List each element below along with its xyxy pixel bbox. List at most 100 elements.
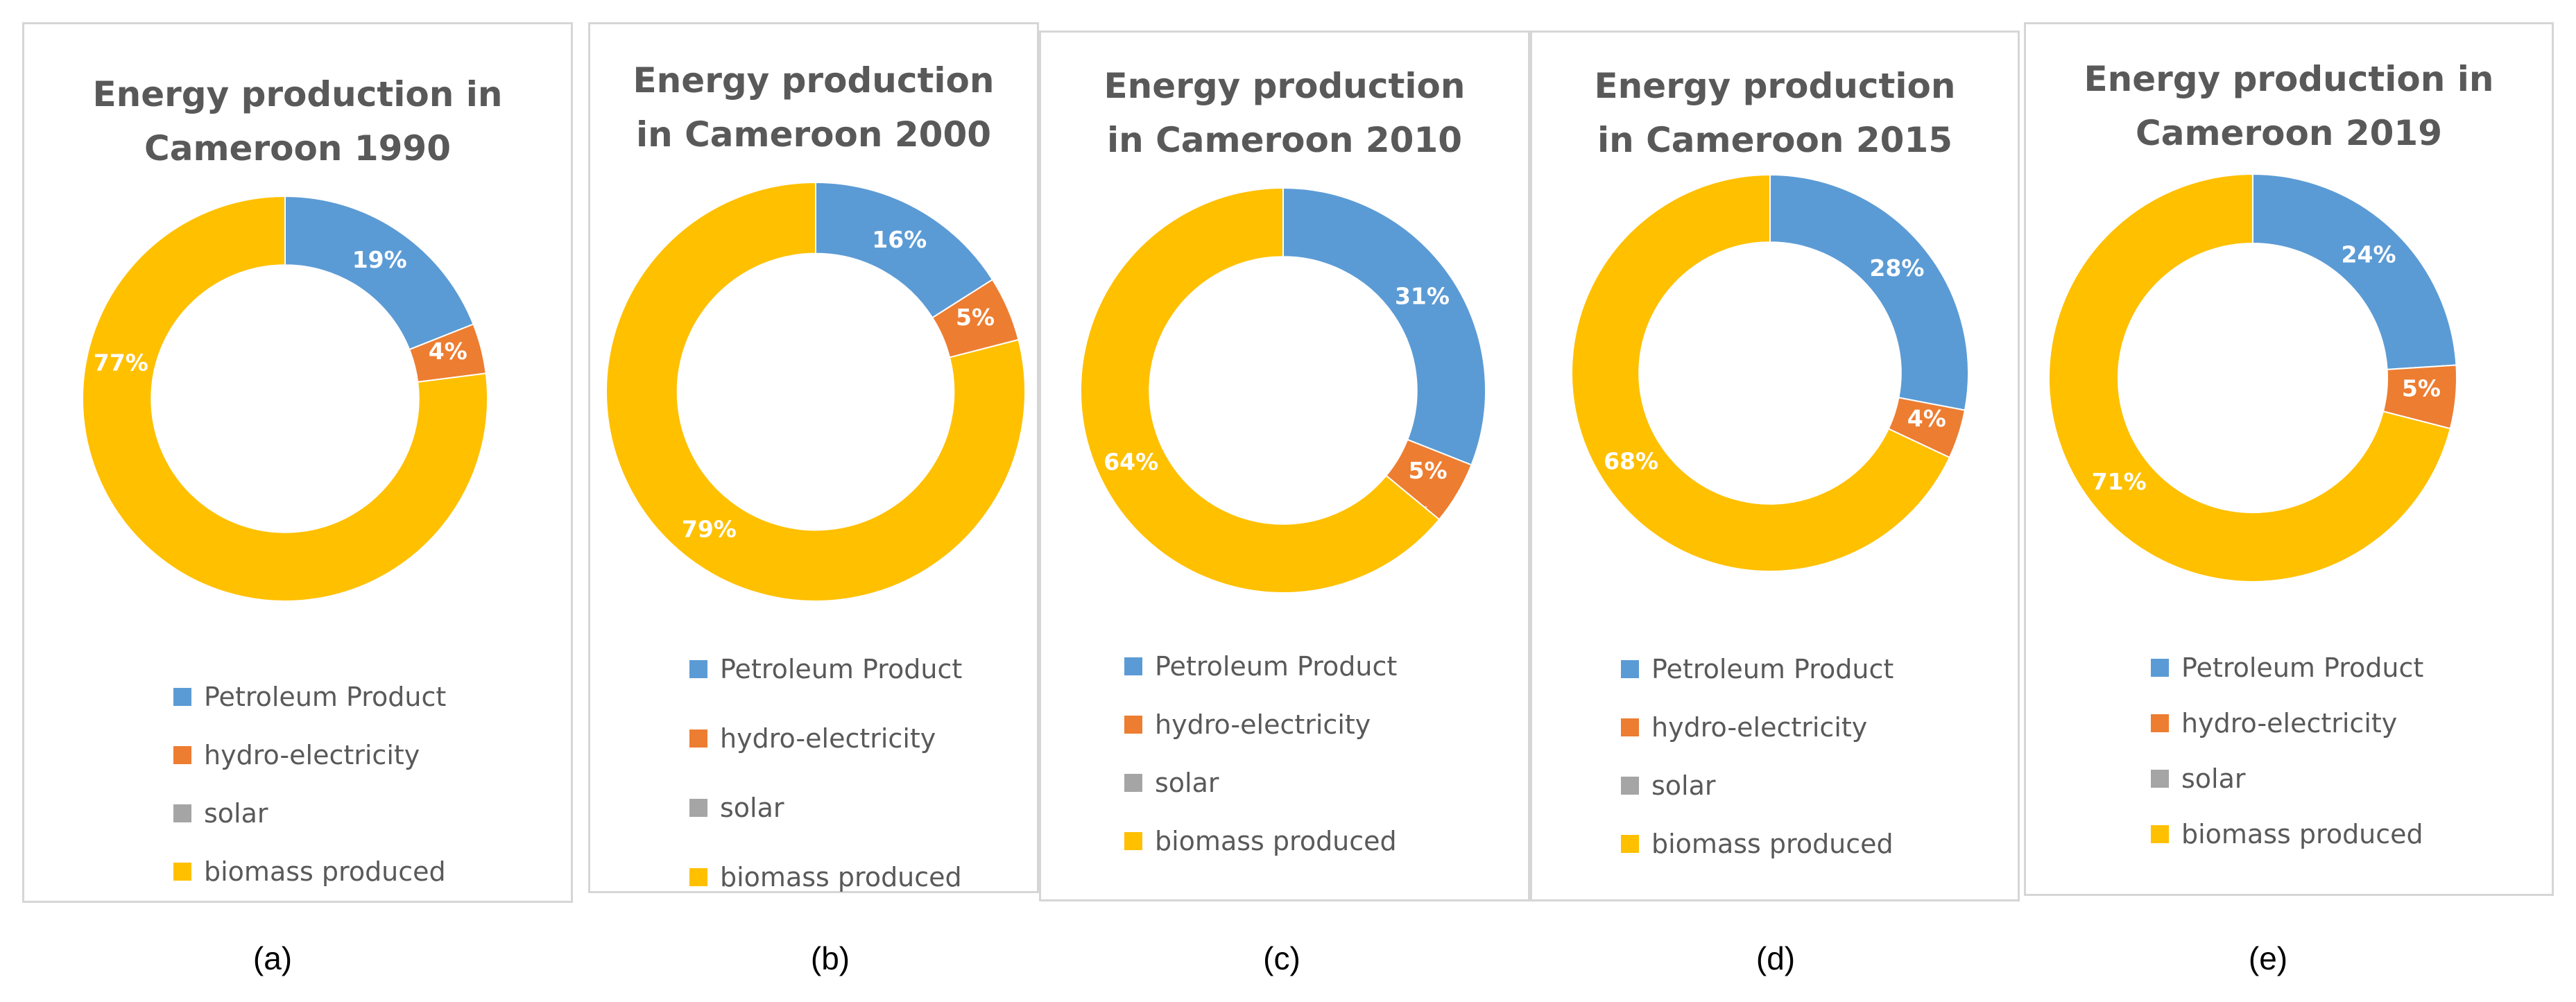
legend-swatch-solar (1621, 777, 1639, 795)
legend-swatch-petroleum (689, 660, 707, 678)
chart-title: Energy production in Cameroon 2010 (1041, 59, 1528, 167)
slice-biomass (2048, 173, 2451, 582)
legend-label: biomass produced (204, 856, 446, 887)
slice-petroleum (2252, 173, 2457, 370)
donut-chart: 28%4%0%68% (1570, 173, 1969, 572)
legend-item-petroleum: Petroleum Product (689, 634, 962, 704)
legend-swatch-biomass (1124, 832, 1142, 850)
label-biomass: 71% (2092, 468, 2147, 495)
legend-swatch-petroleum (2151, 659, 2169, 677)
donut-chart: 24%5%0%71% (2048, 173, 2457, 582)
chart-title-line2: Cameroon 1990 (144, 128, 451, 169)
slice-biomass (606, 181, 1026, 602)
chart-legend: Petroleum Product hydro-electricity sola… (1621, 640, 1894, 873)
legend-item-hydro: hydro-electricity (1124, 696, 1397, 754)
legend-swatch-hydro (689, 729, 707, 748)
legend-label: hydro-electricity (2181, 708, 2398, 738)
label-hydro: 5% (1409, 457, 1448, 484)
caption-e: (e) (2248, 940, 2288, 976)
chart-title: Energy production in Cameroon 2019 (2026, 52, 2552, 160)
legend-swatch-biomass (1621, 835, 1639, 853)
legend-label: solar (2181, 763, 2246, 794)
chart-title-line1: Energy production (1594, 66, 1956, 106)
chart-title-line2: in Cameroon 2000 (635, 114, 992, 155)
legend-item-hydro: hydro-electricity (1621, 698, 1894, 757)
legend-label: solar (204, 798, 268, 829)
chart-panel-e: Energy production in Cameroon 2019 24% 5%… (2024, 22, 2554, 896)
chart-panel-b: Energy production in Cameroon 2000 16% 5%… (588, 22, 1039, 893)
slice-petroleum (1282, 187, 1486, 466)
label-hydro: 5% (2402, 374, 2441, 401)
legend-item-petroleum: Petroleum Product (1124, 637, 1397, 696)
legend-swatch-hydro (1124, 716, 1142, 734)
legend-label: biomass produced (2181, 819, 2423, 849)
slice-petroleum (1769, 173, 1969, 411)
legend-label: hydro-electricity (720, 723, 936, 754)
legend-swatch-solar (689, 799, 707, 817)
slice-biomass (82, 195, 488, 602)
chart-title-line1: Energy production in (92, 74, 503, 114)
label-petroleum: 31% (1395, 282, 1450, 309)
donut-chart: 16%5%0%79% (606, 181, 1026, 602)
legend-item-hydro: hydro-electricity (2151, 696, 2423, 751)
label-biomass: 64% (1104, 449, 1158, 476)
label-biomass: 77% (94, 349, 148, 377)
chart-title-line1: Energy production (633, 60, 995, 101)
chart-title: Energy production in Cameroon 2000 (590, 53, 1037, 162)
legend-swatch-hydro (1621, 718, 1639, 736)
donut-chart: 19%4%0%77% (82, 195, 488, 602)
legend-swatch-biomass (173, 863, 191, 881)
legend-item-solar: solar (2151, 751, 2423, 806)
chart-legend: Petroleum Product hydro-electricity sola… (1124, 637, 1397, 870)
label-petroleum: 19% (352, 246, 407, 273)
chart-title-line2: in Cameroon 2015 (1597, 120, 1953, 160)
slice-petroleum (284, 195, 474, 351)
legend-label: biomass produced (1651, 829, 1894, 859)
legend-swatch-solar (2151, 770, 2169, 788)
legend-item-biomass: biomass produced (2151, 806, 2423, 862)
legend-label: hydro-electricity (204, 740, 420, 770)
caption-d: (d) (1755, 940, 1796, 976)
legend-item-solar: solar (173, 784, 446, 843)
legend-swatch-hydro (2151, 714, 2169, 732)
chart-title: Energy production in Cameroon 1990 (24, 67, 571, 175)
chart-title-line1: Energy production in (2084, 59, 2494, 99)
legend-item-solar: solar (1621, 757, 1894, 815)
legend-label: biomass produced (720, 862, 962, 892)
legend-item-hydro: hydro-electricity (173, 726, 446, 784)
chart-panel-a: Energy production in Cameroon 1990 19% 4%… (22, 22, 573, 903)
label-biomass: 68% (1604, 448, 1658, 475)
label-petroleum: 16% (872, 226, 927, 253)
slice-biomass (1080, 187, 1441, 594)
caption-a: (a) (252, 940, 293, 976)
chart-title-line2: in Cameroon 2010 (1106, 120, 1463, 160)
slice-biomass (1570, 173, 1951, 572)
caption-c: (c) (1263, 940, 1300, 976)
legend-label: solar (720, 793, 784, 823)
label-biomass: 79% (682, 516, 737, 543)
legend-item-biomass: biomass produced (1621, 815, 1894, 873)
legend-label: Petroleum Product (720, 654, 963, 684)
legend-label: Petroleum Product (2181, 653, 2424, 683)
legend-swatch-petroleum (1124, 657, 1142, 675)
label-hydro: 5% (956, 304, 995, 331)
legend-label: Petroleum Product (1155, 651, 1398, 682)
legend-swatch-biomass (689, 868, 707, 886)
legend-swatch-hydro (173, 746, 191, 764)
legend-item-biomass: biomass produced (689, 843, 962, 912)
legend-item-biomass: biomass produced (173, 843, 446, 901)
donut-chart: 31%5%0%64% (1080, 187, 1486, 594)
label-hydro: 4% (429, 338, 467, 365)
legend-item-petroleum: Petroleum Product (2151, 640, 2423, 696)
legend-label: hydro-electricity (1155, 709, 1371, 740)
legend-label: Petroleum Product (204, 682, 447, 712)
chart-legend: Petroleum Product hydro-electricity sola… (173, 668, 446, 901)
legend-item-hydro: hydro-electricity (689, 704, 962, 773)
chart-title: Energy production in Cameroon 2015 (1532, 59, 2018, 167)
chart-legend: Petroleum Product hydro-electricity sola… (689, 634, 962, 912)
legend-label: solar (1155, 768, 1219, 798)
legend-label: solar (1651, 770, 1716, 801)
label-petroleum: 28% (1869, 254, 1924, 282)
chart-panel-c: Energy production in Cameroon 2010 31% 5%… (1039, 31, 1530, 901)
legend-label: Petroleum Product (1651, 654, 1894, 684)
